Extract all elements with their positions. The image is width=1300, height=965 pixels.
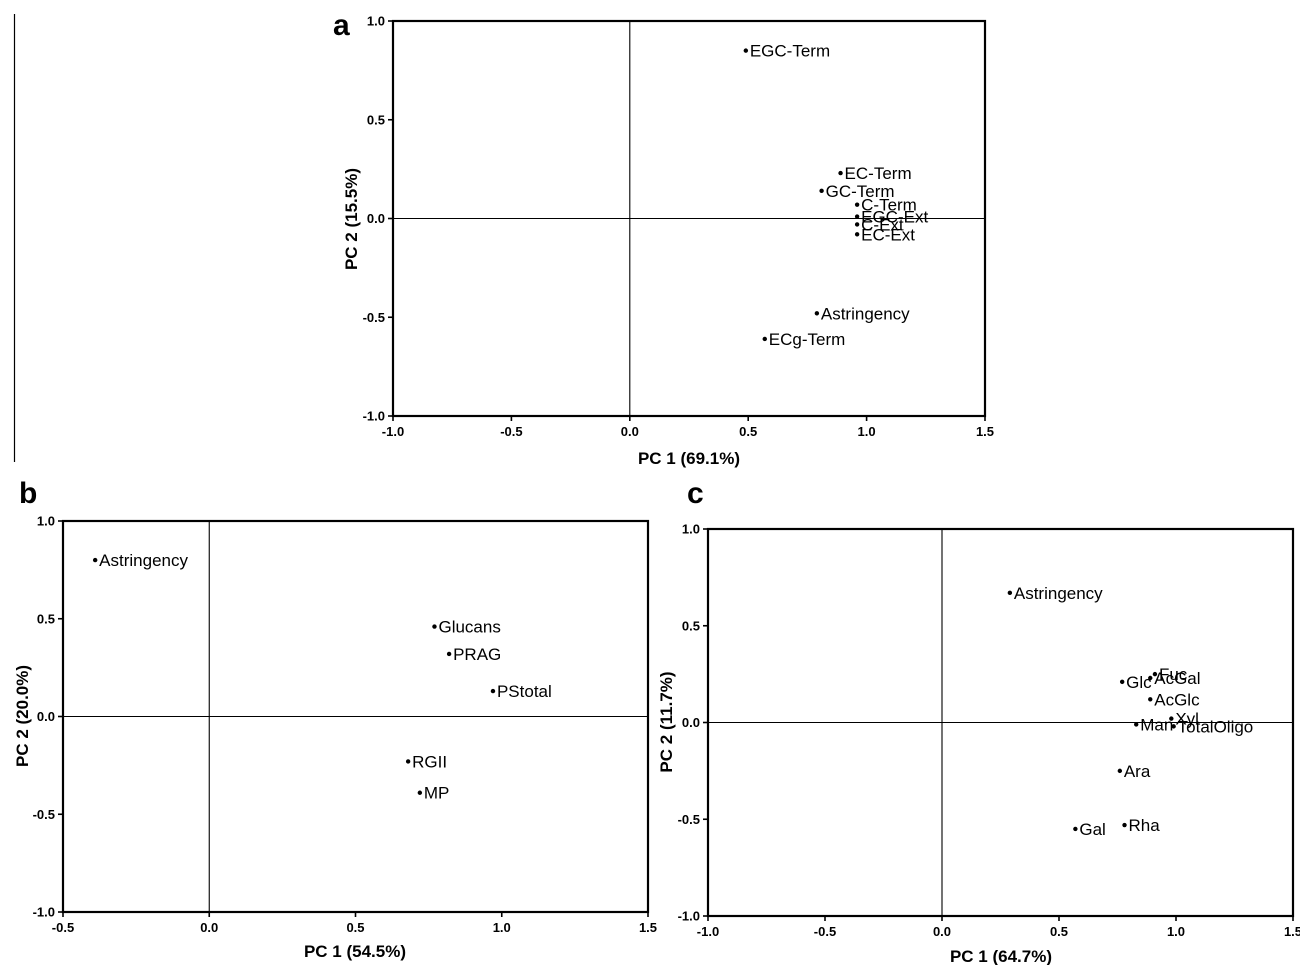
panel-a-xtick-label: 1.0 — [858, 424, 876, 439]
panel-a-point-label: EGC-Ext — [861, 208, 928, 227]
panel-c-xtick-label: 1.0 — [1167, 924, 1185, 939]
panel-c-xtick-label: -1.0 — [697, 924, 719, 939]
panel-b-ytick-label: 0.0 — [37, 709, 55, 724]
panel-b-ytick-label: 1.0 — [37, 514, 55, 529]
panel-b-x-axis-label: PC 1 (54.5%) — [304, 942, 406, 961]
panel-c-x-axis-label: PC 1 (64.7%) — [950, 947, 1052, 965]
panel-a-point-label: Astringency — [821, 304, 910, 323]
panel-a-point — [743, 48, 749, 53]
panel-b-ytick-label: -1.0 — [33, 905, 55, 920]
panel-a-point — [762, 336, 767, 342]
panel-a-point — [838, 170, 843, 176]
panel-c-point — [1148, 697, 1153, 702]
panel-a-point-label: EGC-Term — [750, 42, 830, 61]
panel-c-point-label: Ara — [1124, 762, 1151, 781]
panel-c-point — [1152, 671, 1158, 677]
panel-a-point — [814, 311, 820, 316]
panel-b-point — [432, 624, 437, 629]
panel-c-point — [1073, 826, 1078, 832]
panel-c-xtick-label: 0.0 — [933, 924, 951, 939]
panel-c-letter: c — [687, 477, 704, 510]
panel-c-xtick-label: 1.5 — [1284, 924, 1300, 939]
panel-a-point — [819, 188, 824, 194]
panel-b-point — [417, 790, 423, 795]
panel-b-y-axis-label: PC 2 (20.0%) — [13, 665, 32, 767]
panel-a-x-axis-label: PC 1 (69.1%) — [638, 449, 740, 468]
panel-c-xtick-label: 0.5 — [1050, 924, 1068, 939]
panel-a-ytick-label: -1.0 — [363, 409, 385, 424]
panel-c-point-label: Gal — [1079, 820, 1105, 839]
panel-a-point-label: C-Term — [861, 196, 917, 215]
panel-b-point — [405, 759, 411, 764]
panel-c-point — [1122, 822, 1127, 828]
panel-c-ytick-label: 1.0 — [682, 522, 700, 537]
panel-a-point-label: GC-Term — [826, 182, 895, 201]
panel-a-point-label: ECg-Term — [769, 330, 846, 349]
panel-b-point — [490, 688, 496, 694]
panel-a-y-axis-label: PC 2 (15.5%) — [342, 168, 361, 270]
panel-a-point-label: C-Ext — [861, 215, 904, 234]
panel-a-point — [854, 222, 860, 227]
panel-b-chart: b-0.5 0.0 0.5 1.0 1.5-1.0-0.50.00.51.0PC 1 (… — [13, 477, 657, 961]
panel-b-xtick-label: -0.5 — [52, 920, 74, 935]
panel-c-point — [1148, 675, 1153, 681]
panel-c-point-label: TotalOligo — [1178, 717, 1254, 736]
panel-b-ytick-label: 0.5 — [37, 611, 55, 626]
panel-b-point-label: PStotal — [497, 682, 552, 701]
panel-b-point — [446, 651, 452, 657]
panel-b-point-label: RGII — [412, 752, 447, 771]
panel-b-point-label: MP — [424, 784, 450, 803]
panel-b-letter: b — [19, 477, 37, 510]
panel-c-point-label: Man — [1140, 715, 1173, 734]
panel-a-xtick-label: -0.5 — [500, 424, 522, 439]
panel-b-point-label: PRAG — [453, 645, 501, 664]
panel-a-ytick-label: 1.0 — [367, 14, 385, 29]
panel-c-point-label: Fuc — [1159, 665, 1188, 684]
panel-c-point-label: Xyl — [1175, 710, 1199, 729]
panel-c-point — [1134, 722, 1139, 727]
panel-c-point — [1007, 590, 1013, 596]
panel-c-xtick-label: -0.5 — [814, 924, 836, 939]
panel-a-xtick-label: 0.0 — [621, 424, 639, 439]
panel-a-xtick-label: 0.5 — [739, 424, 757, 439]
panel-c-point — [1117, 768, 1123, 774]
panel-b-ytick-label: -0.5 — [33, 807, 55, 822]
panel-c-ytick-label: 0.5 — [682, 618, 700, 633]
panel-a-xtick-label: 1.5 — [976, 424, 994, 439]
panel-a-ytick-label: 0.5 — [367, 112, 385, 127]
panel-c-ytick-label: -0.5 — [678, 812, 700, 827]
panel-b-xtick-label: 0.5 — [346, 920, 364, 935]
panel-c-chart: c -1.0 -0.5 0.0 0.5 1.0 1.5 -1.0 -0.5 0.0 0.5 1.0 PC… — [657, 477, 1300, 965]
panel-a-xtick-label: -1.0 — [382, 424, 404, 439]
panel-b-xtick-label: 1.0 — [493, 920, 511, 935]
panel-c-point-label: Rha — [1129, 816, 1161, 835]
panel-c-point — [1171, 724, 1176, 729]
panel-c-point — [1169, 716, 1174, 721]
panel-c-point-label: Glc — [1126, 673, 1152, 692]
panel-c-point — [1119, 679, 1125, 685]
panel-c-ytick-label: -1.0 — [678, 909, 700, 924]
panel-c-ytick-label: 0.0 — [682, 715, 700, 730]
panel-a-chart: a -1.0 -0.5 0.0 0.5 1.0 1.5 -1.0 -0.5 0.0 0.5 1.0 PC… — [333, 9, 994, 468]
panel-b-point-label: Astringency — [99, 551, 188, 570]
panel-c-point-label: AcGlc — [1154, 690, 1200, 709]
panel-a-ytick-label: -0.5 — [363, 310, 385, 325]
panel-a-point — [854, 202, 860, 207]
panel-b-point — [92, 557, 98, 563]
panel-b-point-label: Glucans — [438, 618, 500, 637]
panel-c-point-label: Astringency — [1014, 584, 1103, 603]
panel-a-point-label: EC-Term — [845, 164, 912, 183]
panel-c-point-label: AcGal — [1154, 669, 1200, 688]
panel-a-point — [854, 214, 860, 219]
panel-a-ytick-label: 0.0 — [367, 211, 385, 226]
panel-b-xtick-label: 1.5 — [639, 920, 657, 935]
panel-b-xtick-label: 0.0 — [200, 920, 218, 935]
panel-c-y-axis-label: PC 2 (11.7%) — [657, 671, 676, 772]
panel-a-point — [854, 232, 860, 237]
panel-a-letter: a — [333, 9, 350, 42]
panel-a-point-label: EC-Ext — [861, 225, 915, 244]
